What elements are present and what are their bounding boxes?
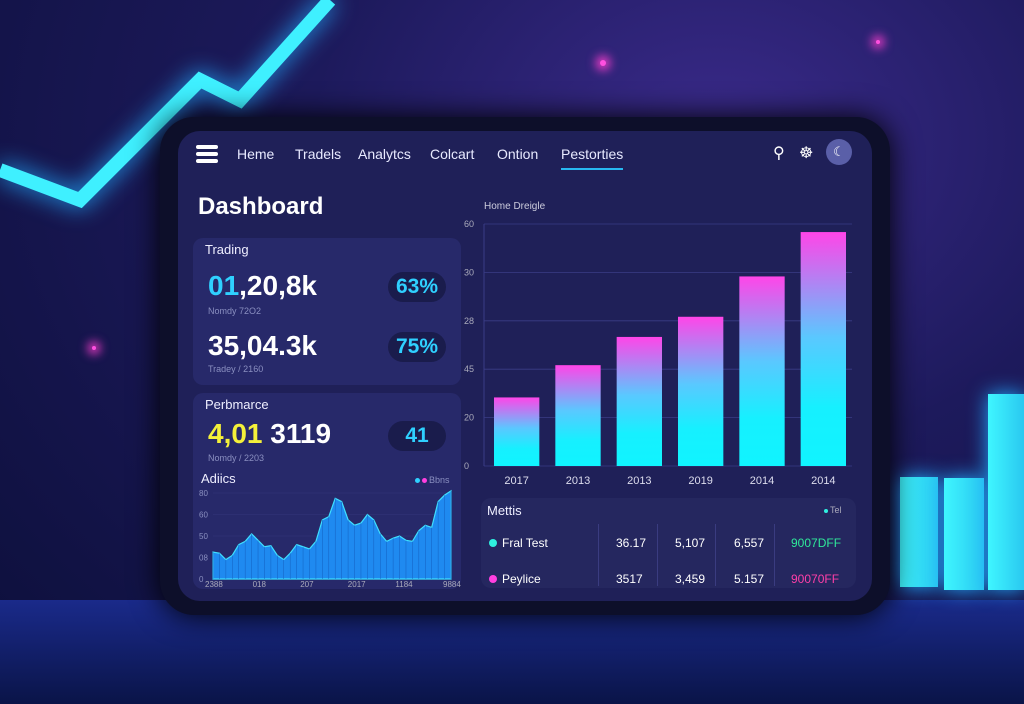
bar bbox=[616, 336, 662, 466]
x-tick-label: 207 bbox=[300, 580, 314, 589]
menu-icon[interactable] bbox=[196, 145, 218, 163]
performance-card: Perbmarce 4,01 3119 Nomdy / 2203 41 Adii… bbox=[193, 393, 461, 589]
y-tick-label: 0 bbox=[464, 461, 469, 471]
bar bbox=[678, 316, 724, 466]
value-rest: ,20,8k bbox=[239, 270, 318, 301]
nav-item-analytics[interactable]: Analytcs bbox=[358, 146, 411, 162]
bar-chart-title: Home Dreigle bbox=[484, 201, 546, 212]
tablet: Heme Tradels Analytcs Colcart Ontion Pes… bbox=[160, 117, 890, 615]
nav-item-tradels[interactable]: Tradels bbox=[295, 146, 342, 162]
decor-bar bbox=[988, 394, 1024, 590]
cell-value: 36.17 bbox=[616, 536, 647, 550]
y-tick-label: 50 bbox=[199, 532, 208, 541]
nav-item-colcart[interactable]: Colcart bbox=[430, 146, 475, 162]
trading-card: Trading 01,20,8k Nomdy 72O2 63% 35,04.3k… bbox=[193, 238, 461, 385]
decor-bar bbox=[900, 477, 938, 587]
y-tick-label: 30 bbox=[464, 267, 474, 277]
x-tick-label: 2017 bbox=[348, 580, 366, 589]
legend-label: Tel bbox=[830, 505, 842, 515]
x-tick-label: 018 bbox=[253, 580, 267, 589]
search-icon[interactable]: ⚲ bbox=[773, 145, 785, 162]
trading-sub-2: Tradey / 2160 bbox=[208, 364, 264, 374]
x-tick-label: 2019 bbox=[688, 475, 712, 487]
x-tick-label: 2014 bbox=[750, 475, 774, 487]
moon-icon[interactable]: ☾ bbox=[826, 139, 852, 165]
value-rest: 3119 bbox=[262, 418, 332, 449]
x-tick-label: 9884 bbox=[443, 580, 461, 589]
star bbox=[876, 40, 880, 44]
table-row[interactable]: Peylice 3517 3,459 5.157 90070FF bbox=[481, 560, 856, 600]
globe-icon[interactable]: ☸ bbox=[799, 145, 814, 162]
floor bbox=[0, 600, 1024, 704]
performance-pill: 41 bbox=[388, 421, 446, 451]
trading-value-2: 35,04.3k bbox=[208, 330, 317, 361]
y-tick-label: 60 bbox=[464, 219, 474, 229]
area-series bbox=[212, 489, 452, 580]
x-tick-label: 2013 bbox=[627, 475, 651, 487]
table-row[interactable]: Fral Test 36.17 5,107 6,557 9007DFF bbox=[481, 524, 856, 564]
value-accent: 4,01 bbox=[208, 418, 263, 449]
bar bbox=[800, 232, 846, 466]
area-legend: Bbns bbox=[415, 475, 450, 485]
cell-value: 6,557 bbox=[734, 536, 765, 550]
status-value: 9007DFF bbox=[791, 536, 842, 550]
x-tick-label: 1184 bbox=[395, 580, 413, 589]
value-accent: 01 bbox=[208, 270, 240, 301]
trading-value-1: 01,20,8k bbox=[208, 270, 317, 302]
cell-value: 3517 bbox=[616, 572, 643, 586]
star bbox=[600, 60, 606, 66]
metrics-table: Mettis Tel Fral Test 36.17 5,107 6,557 9007D… bbox=[481, 498, 856, 588]
y-tick-label: 80 bbox=[199, 489, 208, 498]
trading-sub-1: Nomdy 72O2 bbox=[208, 306, 262, 316]
cell-value: 3,459 bbox=[675, 572, 706, 586]
card-title: Perbmarce bbox=[205, 397, 269, 412]
x-tick-label: 2388 bbox=[205, 580, 223, 589]
x-tick-label: 2013 bbox=[566, 475, 590, 487]
area-chart-title: Adiics bbox=[201, 471, 236, 486]
metrics-legend: Tel bbox=[824, 505, 842, 515]
y-tick-label: 60 bbox=[199, 511, 208, 520]
card-title: Trading bbox=[205, 242, 249, 257]
legend-label: Bbns bbox=[429, 475, 450, 485]
dashboard-screen: Heme Tradels Analytcs Colcart Ontion Pes… bbox=[178, 131, 872, 601]
nav-item-ontion[interactable]: Ontion bbox=[497, 146, 539, 162]
y-tick-label: 45 bbox=[464, 364, 474, 374]
trading-pill-1: 63% bbox=[388, 272, 446, 302]
nav-item-home[interactable]: Heme bbox=[237, 146, 275, 162]
y-tick-label: 0 bbox=[199, 575, 204, 584]
trading-pill-2: 75% bbox=[388, 332, 446, 362]
page-title: Dashboard bbox=[198, 193, 324, 220]
x-tick-label: 2017 bbox=[504, 475, 528, 487]
area-chart: 0 08 50 60 80 2388 018 207 2017 1184 9884 bbox=[199, 489, 461, 589]
series-dot bbox=[489, 575, 497, 583]
metrics-title: Mettis bbox=[487, 503, 522, 518]
bar-chart: 0 20 45 28 30 60 2017 2013 2013 2019 2014 2014 bbox=[464, 219, 852, 487]
y-tick-label: 08 bbox=[199, 554, 208, 563]
cell-value: 5.157 bbox=[734, 572, 765, 586]
cell-value: 5,107 bbox=[675, 536, 706, 550]
x-tick-label: 2014 bbox=[811, 475, 835, 487]
bar bbox=[555, 365, 601, 466]
row-name: Fral Test bbox=[489, 536, 548, 550]
decor-bar bbox=[944, 478, 984, 590]
series-dot bbox=[489, 539, 497, 547]
performance-sub: Nomdy / 2203 bbox=[208, 453, 265, 463]
star bbox=[92, 346, 96, 350]
bar bbox=[494, 397, 540, 466]
bar bbox=[739, 276, 785, 466]
status-value: 90070FF bbox=[791, 572, 840, 586]
performance-value: 4,01 3119 bbox=[208, 418, 331, 450]
nav-item-pestorties[interactable]: Pestorties bbox=[561, 146, 624, 170]
top-nav: Heme Tradels Analytcs Colcart Ontion Pes… bbox=[178, 131, 872, 179]
y-tick-label: 28 bbox=[464, 316, 474, 326]
row-name: Peylice bbox=[489, 572, 541, 586]
y-tick-label: 20 bbox=[464, 413, 474, 423]
